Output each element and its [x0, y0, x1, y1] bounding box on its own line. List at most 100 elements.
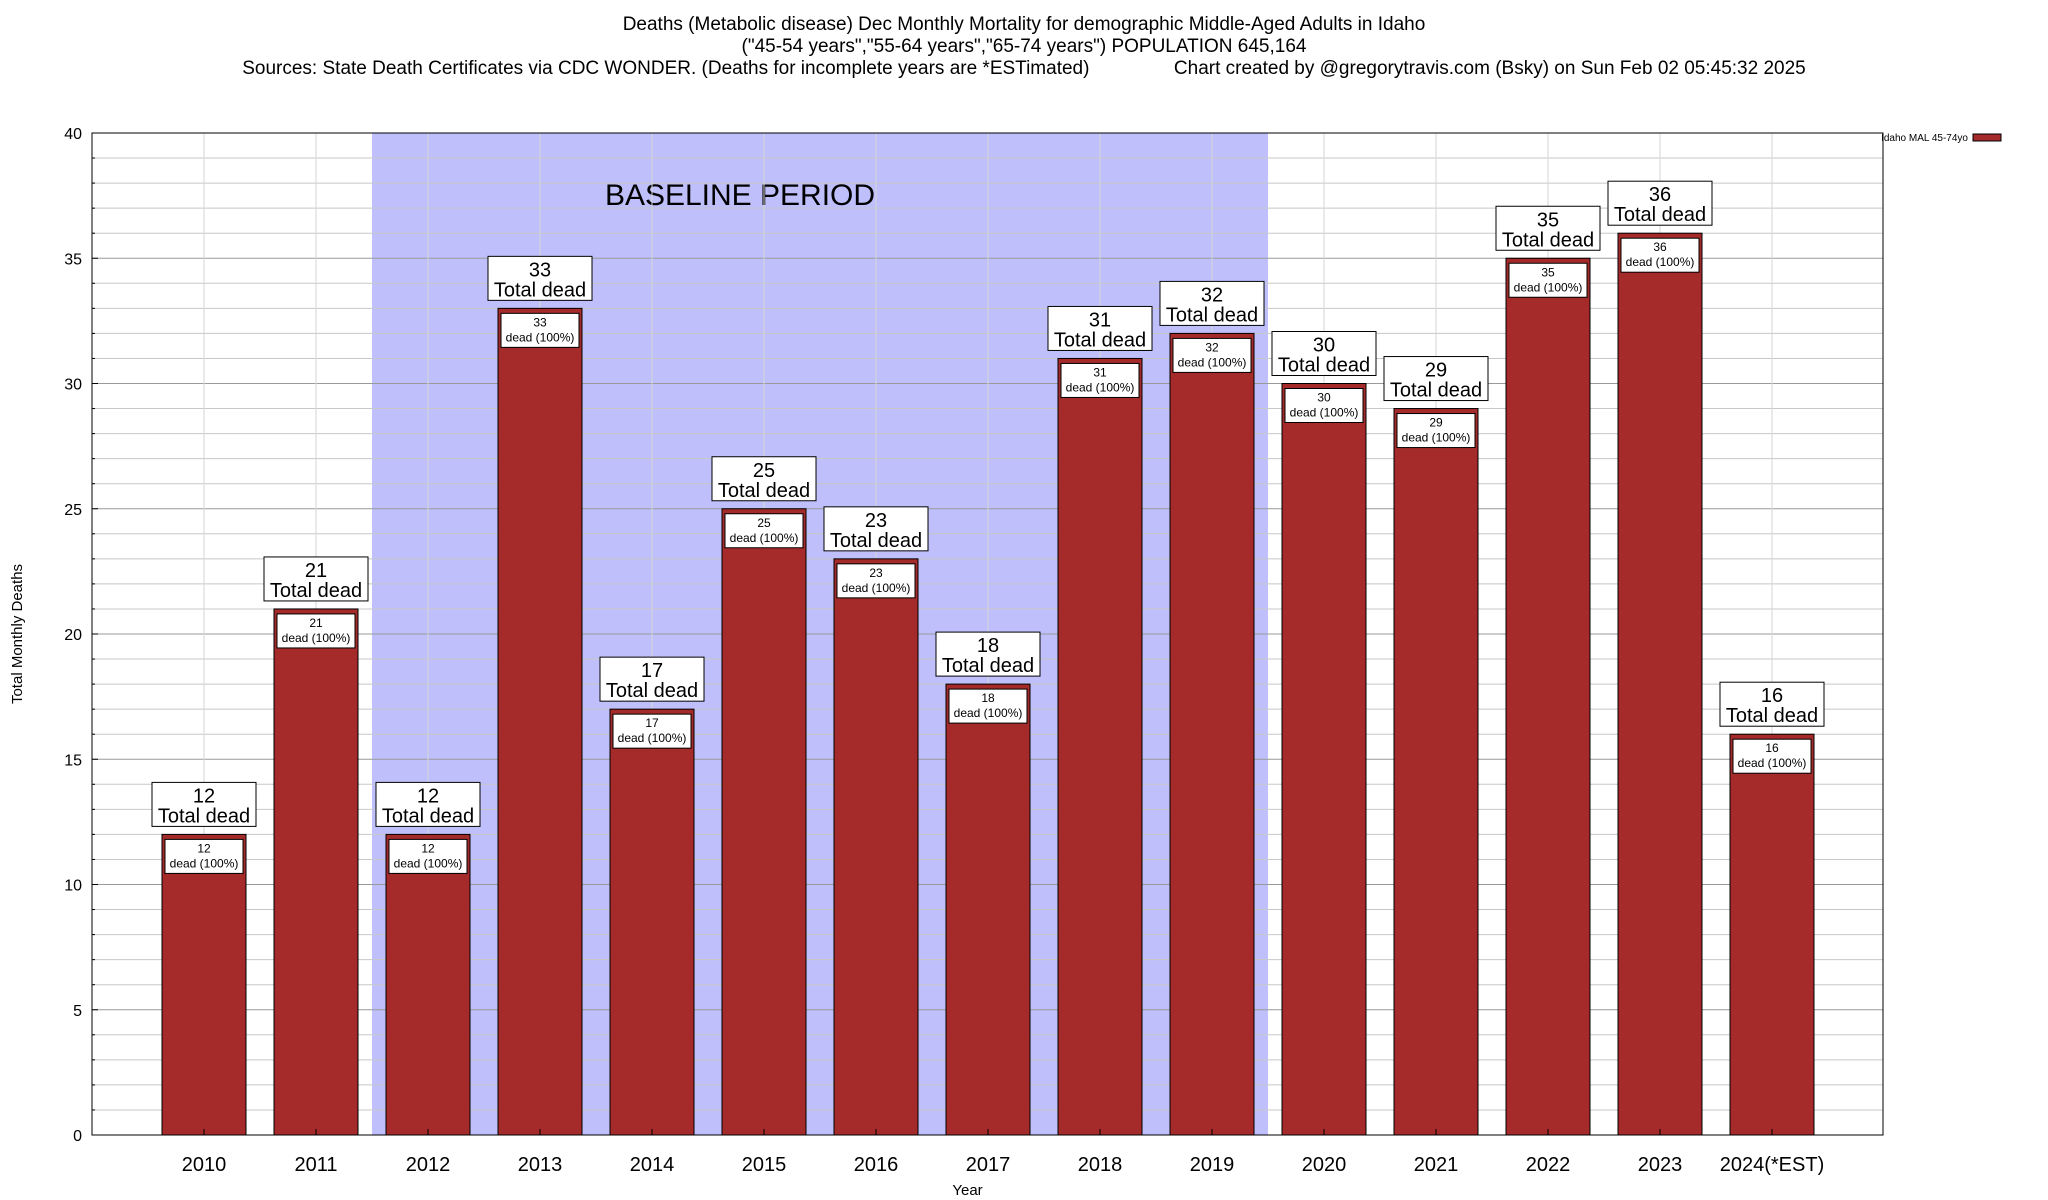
y-tick-label: 40	[64, 126, 82, 143]
bar-top-label-box	[599, 656, 705, 702]
x-tick-label: 2017	[966, 1154, 1011, 1176]
bar-inner-value: 23	[869, 566, 883, 580]
bar-inner-value: 25	[757, 516, 771, 530]
bar	[385, 833, 471, 1136]
bar-top-total-label: Total dead	[1278, 355, 1370, 377]
bar-top-total-label: Total dead	[1166, 304, 1258, 326]
bar-inner-value: 35	[1541, 265, 1555, 279]
x-tick-label: 2012	[406, 1154, 451, 1176]
bar-top-label-box	[1271, 331, 1377, 376]
bar-top-value: 17	[641, 660, 663, 682]
bar-inner-label-box	[1060, 362, 1140, 398]
bar-inner-label-box	[164, 838, 244, 874]
bar-inner-percent: dead (100%)	[1738, 756, 1807, 770]
bar-top-label-box	[1495, 205, 1601, 251]
bar-top-value: 12	[417, 785, 439, 807]
bar-top-total-label: Total dead	[942, 655, 1034, 677]
bar-top-label-box	[1719, 681, 1825, 727]
x-tick-label: 2019	[1190, 1154, 1235, 1176]
bar-inner-percent: dead (100%)	[1178, 355, 1247, 369]
bar-inner-value: 31	[1093, 365, 1107, 379]
bar-top-value: 18	[977, 635, 999, 657]
x-tick-label: 2023	[1638, 1154, 1683, 1176]
bar-inner-label-box	[724, 513, 804, 549]
bar-inner-percent: dead (100%)	[1514, 280, 1583, 294]
bar-inner-value: 12	[421, 841, 435, 855]
bar-top-label-box	[375, 781, 481, 827]
bar-top-label-box	[487, 255, 593, 301]
bar	[1505, 257, 1591, 1136]
chart-subtitle-population: ("45-54 years","55-64 years","65-74 year…	[741, 36, 1307, 57]
bar-top-total-label: Total dead	[1726, 705, 1818, 727]
bar-top-value: 25	[753, 460, 775, 482]
bar-top-label-box	[263, 556, 369, 602]
bar-inner-value: 18	[981, 691, 995, 705]
chart-sources: Sources: State Death Certificates via CD…	[242, 58, 1090, 79]
bar-inner-value: 30	[1317, 391, 1331, 405]
bar-top-total-label: Total dead	[382, 805, 474, 827]
x-tick-label: 2011	[294, 1154, 337, 1176]
bar-inner-percent: dead (100%)	[1290, 406, 1359, 420]
bar	[161, 833, 247, 1136]
bar-inner-value: 29	[1429, 416, 1443, 430]
bar-inner-percent: dead (100%)	[842, 581, 911, 595]
bar-inner-label-box	[1284, 388, 1364, 423]
bar-top-total-label: Total dead	[718, 480, 810, 502]
bar-top-value: 33	[529, 259, 551, 281]
bar-inner-label-box	[612, 713, 692, 749]
bar-inner-percent: dead (100%)	[954, 706, 1023, 720]
bar-top-total-label: Total dead	[494, 279, 586, 301]
bar-inner-label-box	[388, 838, 468, 874]
x-tick-label: 2013	[518, 1154, 563, 1176]
bar	[1281, 383, 1367, 1136]
bar	[609, 708, 695, 1136]
bar	[833, 558, 919, 1136]
bar-inner-percent: dead (100%)	[282, 631, 351, 645]
bar-top-total-label: Total dead	[1054, 329, 1146, 351]
y-tick-label: 35	[64, 251, 82, 268]
bar	[721, 508, 807, 1136]
x-axis-label: Year	[952, 1182, 982, 1199]
bar-inner-value: 21	[309, 616, 323, 630]
x-tick-label: 2022	[1526, 1154, 1571, 1176]
y-tick-label: 30	[64, 377, 82, 394]
bar-top-value: 23	[865, 510, 887, 532]
bar	[1729, 733, 1815, 1136]
bar-inner-percent: dead (100%)	[618, 731, 687, 745]
bar-top-total-label: Total dead	[830, 530, 922, 552]
bar-inner-label-box	[1172, 337, 1252, 373]
y-tick-label: 5	[73, 1003, 82, 1020]
chart-credit: Chart created by @gregorytravis.com (Bsk…	[1173, 58, 1806, 79]
y-tick-label: 20	[64, 627, 82, 644]
bar-top-label-box	[935, 631, 1041, 677]
bar-top-total-label: Total dead	[158, 805, 250, 827]
bar	[1169, 332, 1255, 1136]
bar	[945, 683, 1031, 1136]
bar-top-value: 29	[1425, 360, 1447, 382]
bar-top-value: 35	[1537, 209, 1559, 231]
x-tick-label: 2018	[1078, 1154, 1123, 1176]
bar-inner-value: 16	[1765, 741, 1779, 755]
bar-inner-label-box	[1508, 262, 1588, 298]
bar-top-value: 31	[1089, 309, 1111, 331]
bar-inner-percent: dead (100%)	[394, 856, 463, 870]
bar-top-value: 16	[1761, 685, 1783, 707]
y-tick-label: 0	[73, 1128, 82, 1145]
bar-top-label-box	[711, 456, 817, 502]
bar-top-value: 30	[1313, 335, 1335, 357]
y-tick-label: 25	[64, 502, 82, 519]
bar-inner-label-box	[1732, 738, 1812, 774]
bar-inner-percent: dead (100%)	[1402, 431, 1471, 445]
x-tick-label: 2021	[1414, 1154, 1459, 1176]
bar	[1057, 357, 1143, 1136]
bar-inner-label-box	[276, 613, 356, 649]
bar	[1617, 232, 1703, 1136]
chart-sources-line: Sources: State Death Certificates via CD…	[0, 58, 2048, 80]
bar-top-total-label: Total dead	[1390, 380, 1482, 402]
bar-top-label-box	[1383, 356, 1489, 402]
bar-inner-label-box	[500, 312, 580, 348]
bar-inner-value: 36	[1653, 240, 1667, 254]
bar	[497, 307, 583, 1136]
bar-top-label-box	[151, 781, 257, 827]
bar-top-label-box	[1159, 280, 1265, 326]
